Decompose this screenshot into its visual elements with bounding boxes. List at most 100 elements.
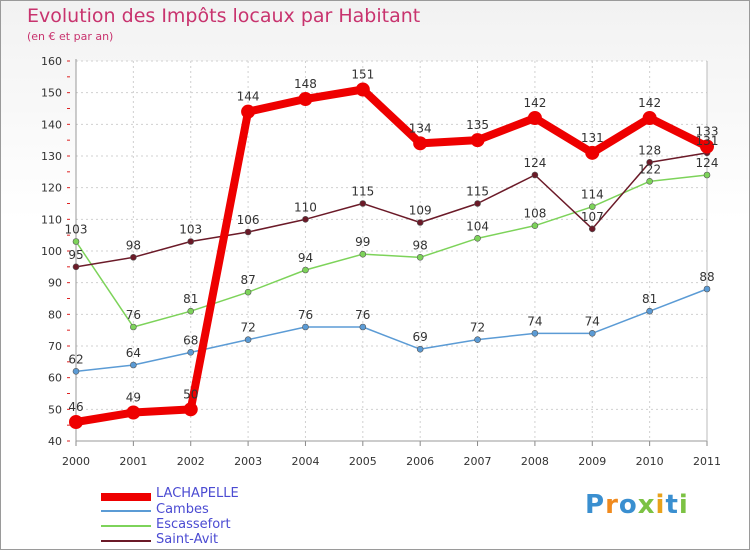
- data-point-escassefort: [359, 250, 367, 258]
- brand-logo: Proxiti: [585, 490, 689, 520]
- data-label-cambes: 76: [298, 308, 313, 322]
- data-point-escassefort: [187, 307, 195, 315]
- data-point-saint-avit: [187, 238, 195, 245]
- y-tick-label: 70: [48, 340, 62, 353]
- axis-layer: 40 50 60 70 80 90 100 110 120 130 140 150 160 2000 200…: [41, 55, 721, 468]
- data-point-cambes: [588, 330, 596, 337]
- data-point-cambes: [130, 361, 137, 369]
- series-line-cambes: [75, 288, 708, 373]
- x-tick-label: 2006: [406, 455, 434, 468]
- x-tick-label: 2001: [119, 455, 147, 468]
- data-point-cambes: [531, 330, 539, 337]
- data-point-lachapelle: [355, 82, 370, 97]
- data-label-cambes: 69: [413, 330, 428, 344]
- brand-letter: o: [618, 490, 638, 520]
- data-point-escassefort: [646, 178, 653, 185]
- legend-swatch-cambes: [101, 510, 151, 512]
- x-tick-label: 2008: [521, 455, 549, 468]
- data-label-lachapelle: 142: [638, 96, 661, 110]
- brand-letter: x: [637, 490, 656, 520]
- y-tick-label: 80: [48, 308, 62, 321]
- data-label-escassefort: 98: [413, 238, 428, 252]
- data-label-saint-avit: 110: [294, 200, 317, 214]
- data-point-escassefort: [244, 288, 252, 296]
- data-point-saint-avit: [646, 159, 653, 166]
- data-label-escassefort: 124: [696, 156, 719, 170]
- data-point-escassefort: [416, 254, 424, 261]
- data-label-saint-avit: 107: [581, 210, 604, 224]
- brand-logo-text: Proxiti: [585, 490, 689, 520]
- chart-title: Evolution des Impôts locaux par Habitant: [27, 5, 421, 27]
- data-label-cambes: 64: [126, 346, 141, 360]
- data-point-saint-avit: [359, 200, 367, 207]
- data-label-cambes: 72: [240, 321, 255, 335]
- data-label-escassefort: 103: [65, 223, 88, 237]
- data-label-lachapelle: 131: [581, 131, 604, 145]
- x-tick-label: 2011: [693, 455, 721, 468]
- data-label-cambes: 81: [642, 292, 657, 306]
- y-tick-label: 160: [41, 55, 62, 68]
- data-point-lachapelle: [126, 405, 141, 420]
- data-label-lachapelle: 50: [183, 387, 198, 401]
- data-point-cambes: [244, 336, 252, 343]
- y-tick-label: 110: [41, 213, 62, 226]
- data-label-saint-avit: 106: [237, 213, 260, 227]
- data-point-saint-avit: [531, 171, 539, 179]
- data-point-escassefort: [531, 222, 539, 229]
- data-label-cambes: 88: [699, 270, 714, 284]
- data-label-saint-avit: 103: [179, 223, 202, 237]
- data-label-cambes: 74: [585, 314, 600, 328]
- data-point-lachapelle: [527, 111, 542, 125]
- data-point-saint-avit: [72, 263, 80, 271]
- y-tick-label: 130: [41, 150, 62, 163]
- x-tick-label: 2005: [349, 455, 377, 468]
- data-label-lachapelle: 135: [466, 118, 489, 132]
- x-tick-label: 2002: [177, 455, 205, 468]
- data-label-saint-avit: 128: [638, 143, 661, 157]
- data-point-saint-avit: [588, 225, 596, 233]
- legend-label-cambes: Cambes: [156, 502, 209, 517]
- x-tick-label: 2010: [636, 455, 664, 468]
- data-label-escassefort: 122: [638, 162, 661, 176]
- data-label-saint-avit: 95: [68, 248, 83, 262]
- data-label-cambes: 68: [183, 333, 198, 347]
- data-label-cambes: 74: [527, 314, 542, 328]
- legend-label-lachapelle: LACHAPELLE: [156, 486, 239, 501]
- data-point-lachapelle: [413, 136, 428, 151]
- data-point-cambes: [359, 323, 367, 331]
- brand-letter: P: [585, 490, 606, 520]
- data-point-cambes: [703, 285, 711, 293]
- legend-swatch-lachapelle: [101, 493, 151, 501]
- data-label-escassefort: 99: [355, 235, 370, 249]
- data-point-lachapelle: [642, 111, 657, 125]
- data-point-cambes: [187, 349, 195, 356]
- brand-letter: i: [678, 490, 689, 520]
- data-label-escassefort: 108: [523, 207, 546, 221]
- legend-label-saint-avit: Saint-Avit: [156, 532, 219, 547]
- data-label-cambes: 76: [355, 308, 370, 322]
- data-label-escassefort: 87: [240, 273, 255, 287]
- y-tick-label: 60: [48, 372, 62, 385]
- data-label-escassefort: 104: [466, 219, 489, 233]
- data-point-lachapelle: [69, 415, 83, 429]
- data-label-lachapelle: 142: [523, 96, 546, 110]
- brand-letter: r: [605, 490, 619, 520]
- y-tick-label: 140: [41, 118, 62, 131]
- data-point-escassefort: [72, 238, 80, 245]
- data-point-saint-avit: [244, 228, 252, 236]
- x-tick-label: 2003: [234, 455, 262, 468]
- data-label-saint-avit: 115: [466, 185, 489, 199]
- data-label-lachapelle: 134: [409, 121, 432, 135]
- series-line-saint-avit: [75, 152, 708, 268]
- data-label-saint-avit: 131: [696, 134, 719, 148]
- y-tick-label: 120: [41, 182, 62, 195]
- data-point-escassefort: [703, 171, 711, 179]
- legend-label-escassefort: Escassefort: [156, 517, 231, 532]
- data-label-saint-avit: 115: [351, 185, 374, 199]
- x-tick-label: 2000: [62, 455, 90, 468]
- data-label-lachapelle: 133: [696, 125, 719, 139]
- y-tick-label: 90: [48, 277, 62, 290]
- x-tick-label: 2009: [578, 455, 606, 468]
